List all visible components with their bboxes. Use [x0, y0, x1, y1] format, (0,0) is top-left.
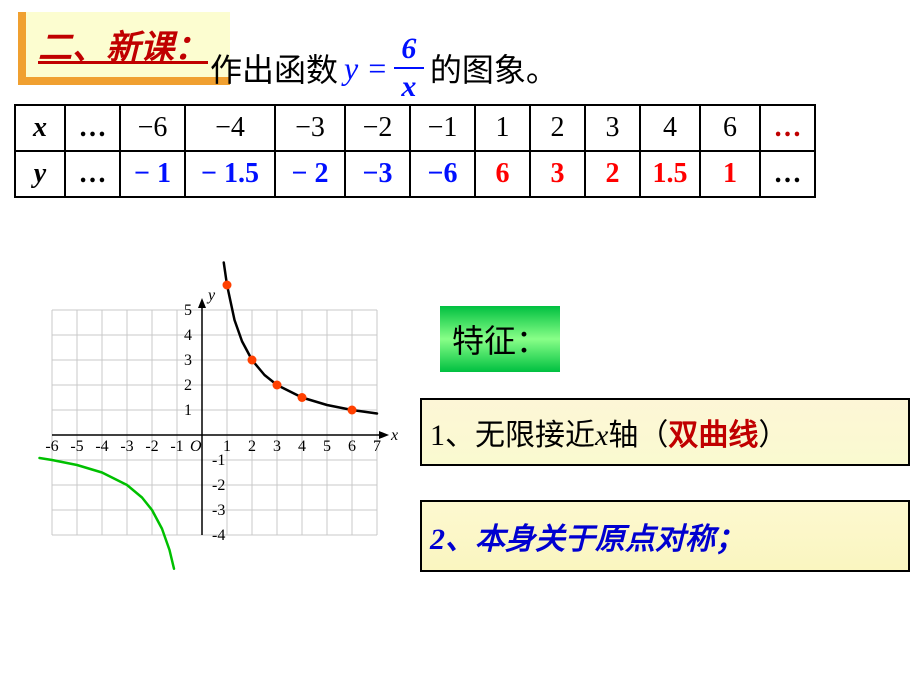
- svg-text:-4: -4: [212, 527, 225, 544]
- svg-text:O: O: [190, 438, 202, 455]
- table-cell: 6: [475, 151, 530, 197]
- table-cell: −2: [345, 105, 410, 151]
- svg-text:-1: -1: [170, 438, 183, 455]
- table-cell: 1: [475, 105, 530, 151]
- table-cell: 3: [530, 151, 585, 197]
- svg-text:-6: -6: [45, 438, 58, 455]
- feat1-x: x: [595, 419, 608, 452]
- fraction-bar: [394, 67, 424, 69]
- table-cell: 2: [585, 151, 640, 197]
- section-title: 二、新课：: [38, 30, 208, 67]
- table-cell: …: [65, 105, 120, 151]
- svg-text:-2: -2: [145, 438, 158, 455]
- svg-text:6: 6: [348, 438, 356, 455]
- table-cell: − 1.5: [185, 151, 275, 197]
- svg-text:-5: -5: [70, 438, 83, 455]
- svg-text:5: 5: [323, 438, 331, 455]
- svg-text:-2: -2: [212, 477, 225, 494]
- svg-text:7: 7: [373, 438, 381, 455]
- svg-text:-3: -3: [212, 502, 225, 519]
- table-cell: 4: [640, 105, 700, 151]
- svg-text:3: 3: [184, 352, 192, 369]
- table-cell: −1: [410, 105, 475, 151]
- svg-text:-3: -3: [120, 438, 133, 455]
- fraction: 6 x: [394, 34, 424, 102]
- prompt-before: 作出函数: [210, 45, 338, 91]
- table-cell: −3: [345, 151, 410, 197]
- svg-text:2: 2: [184, 377, 192, 394]
- svg-text:1: 1: [184, 402, 192, 419]
- table-cell: −3: [275, 105, 345, 151]
- row-label-y: y: [15, 151, 65, 197]
- table-cell: 1.5: [640, 151, 700, 197]
- svg-text:x: x: [390, 427, 398, 444]
- data-table: x…−6−4−3−2−112346…y…− 1− 1.5− 2−3−66321.…: [14, 104, 816, 198]
- table-cell: − 2: [275, 151, 345, 197]
- feat1-num: 1、: [430, 419, 475, 452]
- table-cell: − 1: [120, 151, 185, 197]
- table-cell: …: [65, 151, 120, 197]
- row-label-x: x: [15, 105, 65, 151]
- table-cell: …: [760, 105, 815, 151]
- table-cell: −4: [185, 105, 275, 151]
- table-cell: −6: [410, 151, 475, 197]
- svg-text:-4: -4: [95, 438, 108, 455]
- denominator: x: [401, 72, 416, 102]
- table-cell: 3: [585, 105, 640, 151]
- feat1-red: 双曲线: [668, 419, 758, 452]
- feature-item-2: 2、本身关于原点对称；: [420, 500, 910, 572]
- svg-text:-1: -1: [212, 452, 225, 469]
- numerator: 6: [401, 34, 416, 64]
- table-cell: …: [760, 151, 815, 197]
- svg-text:4: 4: [184, 327, 192, 344]
- equation-lhs: y =: [344, 50, 388, 87]
- features-title: 特征：: [452, 323, 548, 359]
- svg-text:y: y: [206, 287, 216, 304]
- feat2-text: 2、本身关于原点对称；: [430, 523, 745, 556]
- table-cell: −6: [120, 105, 185, 151]
- feature-item-1: 1、无限接近x轴（双曲线）: [420, 398, 910, 466]
- svg-text:2: 2: [248, 438, 256, 455]
- table-cell: 6: [700, 105, 760, 151]
- feat1-t3: ）: [758, 419, 788, 452]
- section-header: 二、新课：: [18, 12, 230, 85]
- feat1-t1: 无限接近: [475, 419, 595, 452]
- svg-text:5: 5: [184, 302, 192, 319]
- table-cell: 2: [530, 105, 585, 151]
- chart-graph: -6-5-4-3-2-1123456712345-4-3-2-1Oxy: [30, 225, 400, 605]
- features-header: 特征：: [440, 306, 560, 372]
- svg-text:3: 3: [273, 438, 281, 455]
- prompt-after: 的图象。: [430, 45, 558, 91]
- equation: y = 6 x: [344, 34, 424, 102]
- table-cell: 1: [700, 151, 760, 197]
- svg-text:4: 4: [298, 438, 306, 455]
- feat1-t2: 轴（: [608, 419, 668, 452]
- prompt-line: 作出函数 y = 6 x 的图象。: [210, 34, 558, 102]
